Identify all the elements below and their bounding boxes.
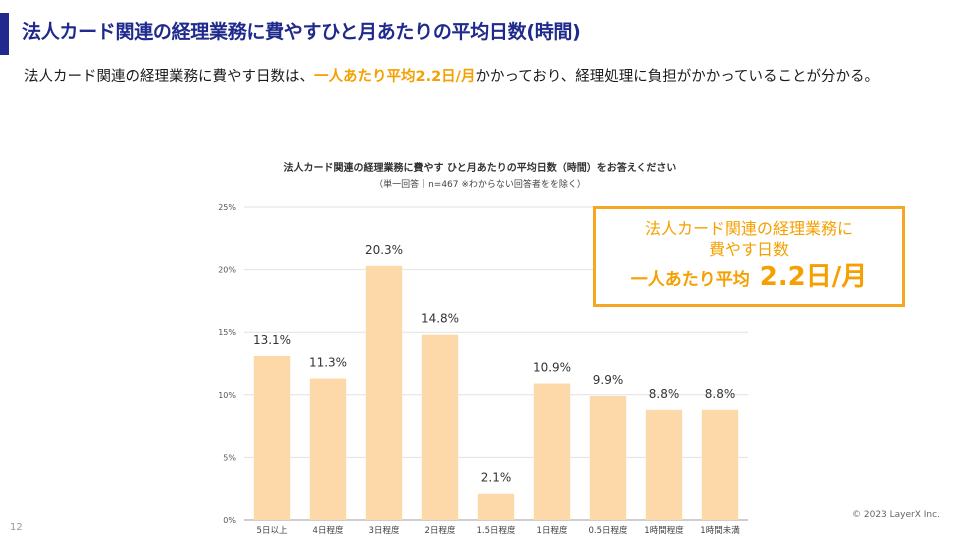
data-label: 9.9% [593,373,624,387]
data-label: 11.3% [309,356,347,370]
bar [365,265,403,520]
x-tick-label: 1時間未満 [700,525,740,536]
lead-text-post: かかっており、経理処理に負担がかかっていることが分かる。 [475,69,880,85]
summary-callout: 法人カード関連の経理業務に 費やす日数 一人あたり平均 2.2日/月 [593,206,905,307]
page-number: 12 [10,522,23,533]
x-tick-label: 1日程度 [537,525,568,536]
bar [477,493,515,520]
data-label: 2.1% [481,471,512,485]
bar [533,383,571,520]
data-label: 8.8% [649,387,680,401]
lead-text-pre: 法人カード関連の経理業務に費やす日数は、 [24,69,314,85]
callout-average: 一人あたり平均 2.2日/月 [596,262,902,295]
callout-average-label: 一人あたり平均 [630,270,750,290]
y-tick-label: 5% [223,453,236,462]
copyright: © 2023 LayerX Inc. [852,510,940,520]
bar [309,378,347,520]
data-label: 13.1% [253,333,291,347]
x-tick-label: 5日以上 [257,526,288,536]
chart-subtitle: （単一回答｜n=467 ※わからない回答者をを除く） [374,180,586,190]
data-label: 14.8% [421,312,459,326]
x-tick-label: 4日程度 [313,525,344,536]
y-tick-label: 10% [218,391,236,400]
title-accent-bar [0,13,9,55]
bar [253,355,291,520]
x-tick-label: 3日程度 [369,525,400,536]
bar [701,409,739,520]
y-tick-label: 0% [223,516,236,525]
y-tick-label: 15% [218,328,236,337]
callout-line-2: 費やす日数 [708,240,789,259]
chart-title: 法人カード関連の経理業務に費やす ひと月あたりの平均日数（時間）をお答えください [283,163,677,174]
bar [645,409,683,520]
data-label: 10.9% [533,361,571,375]
x-tick-label: 0.5日程度 [588,525,628,536]
y-tick-label: 25% [218,203,236,212]
callout-average-value: 2.2日/月 [759,262,868,292]
slide-title: 法人カード関連の経理業務に費やすひと月あたりの平均日数(時間) [22,21,581,43]
lead-highlight: 一人あたり平均2.2日/月 [314,69,476,85]
x-tick-label: 2日程度 [425,525,456,536]
y-tick-label: 20% [218,266,236,275]
bar [421,334,459,520]
data-label: 8.8% [705,387,736,401]
bar [589,396,627,520]
x-tick-label: 1時間程度 [644,525,684,536]
data-label: 20.3% [365,243,403,257]
x-tick-label: 1.5日程度 [476,525,516,536]
lead-text: 法人カード関連の経理業務に費やす日数は、一人あたり平均2.2日/月かかっており、… [24,66,884,89]
callout-line-1: 法人カード関連の経理業務に [644,219,853,238]
